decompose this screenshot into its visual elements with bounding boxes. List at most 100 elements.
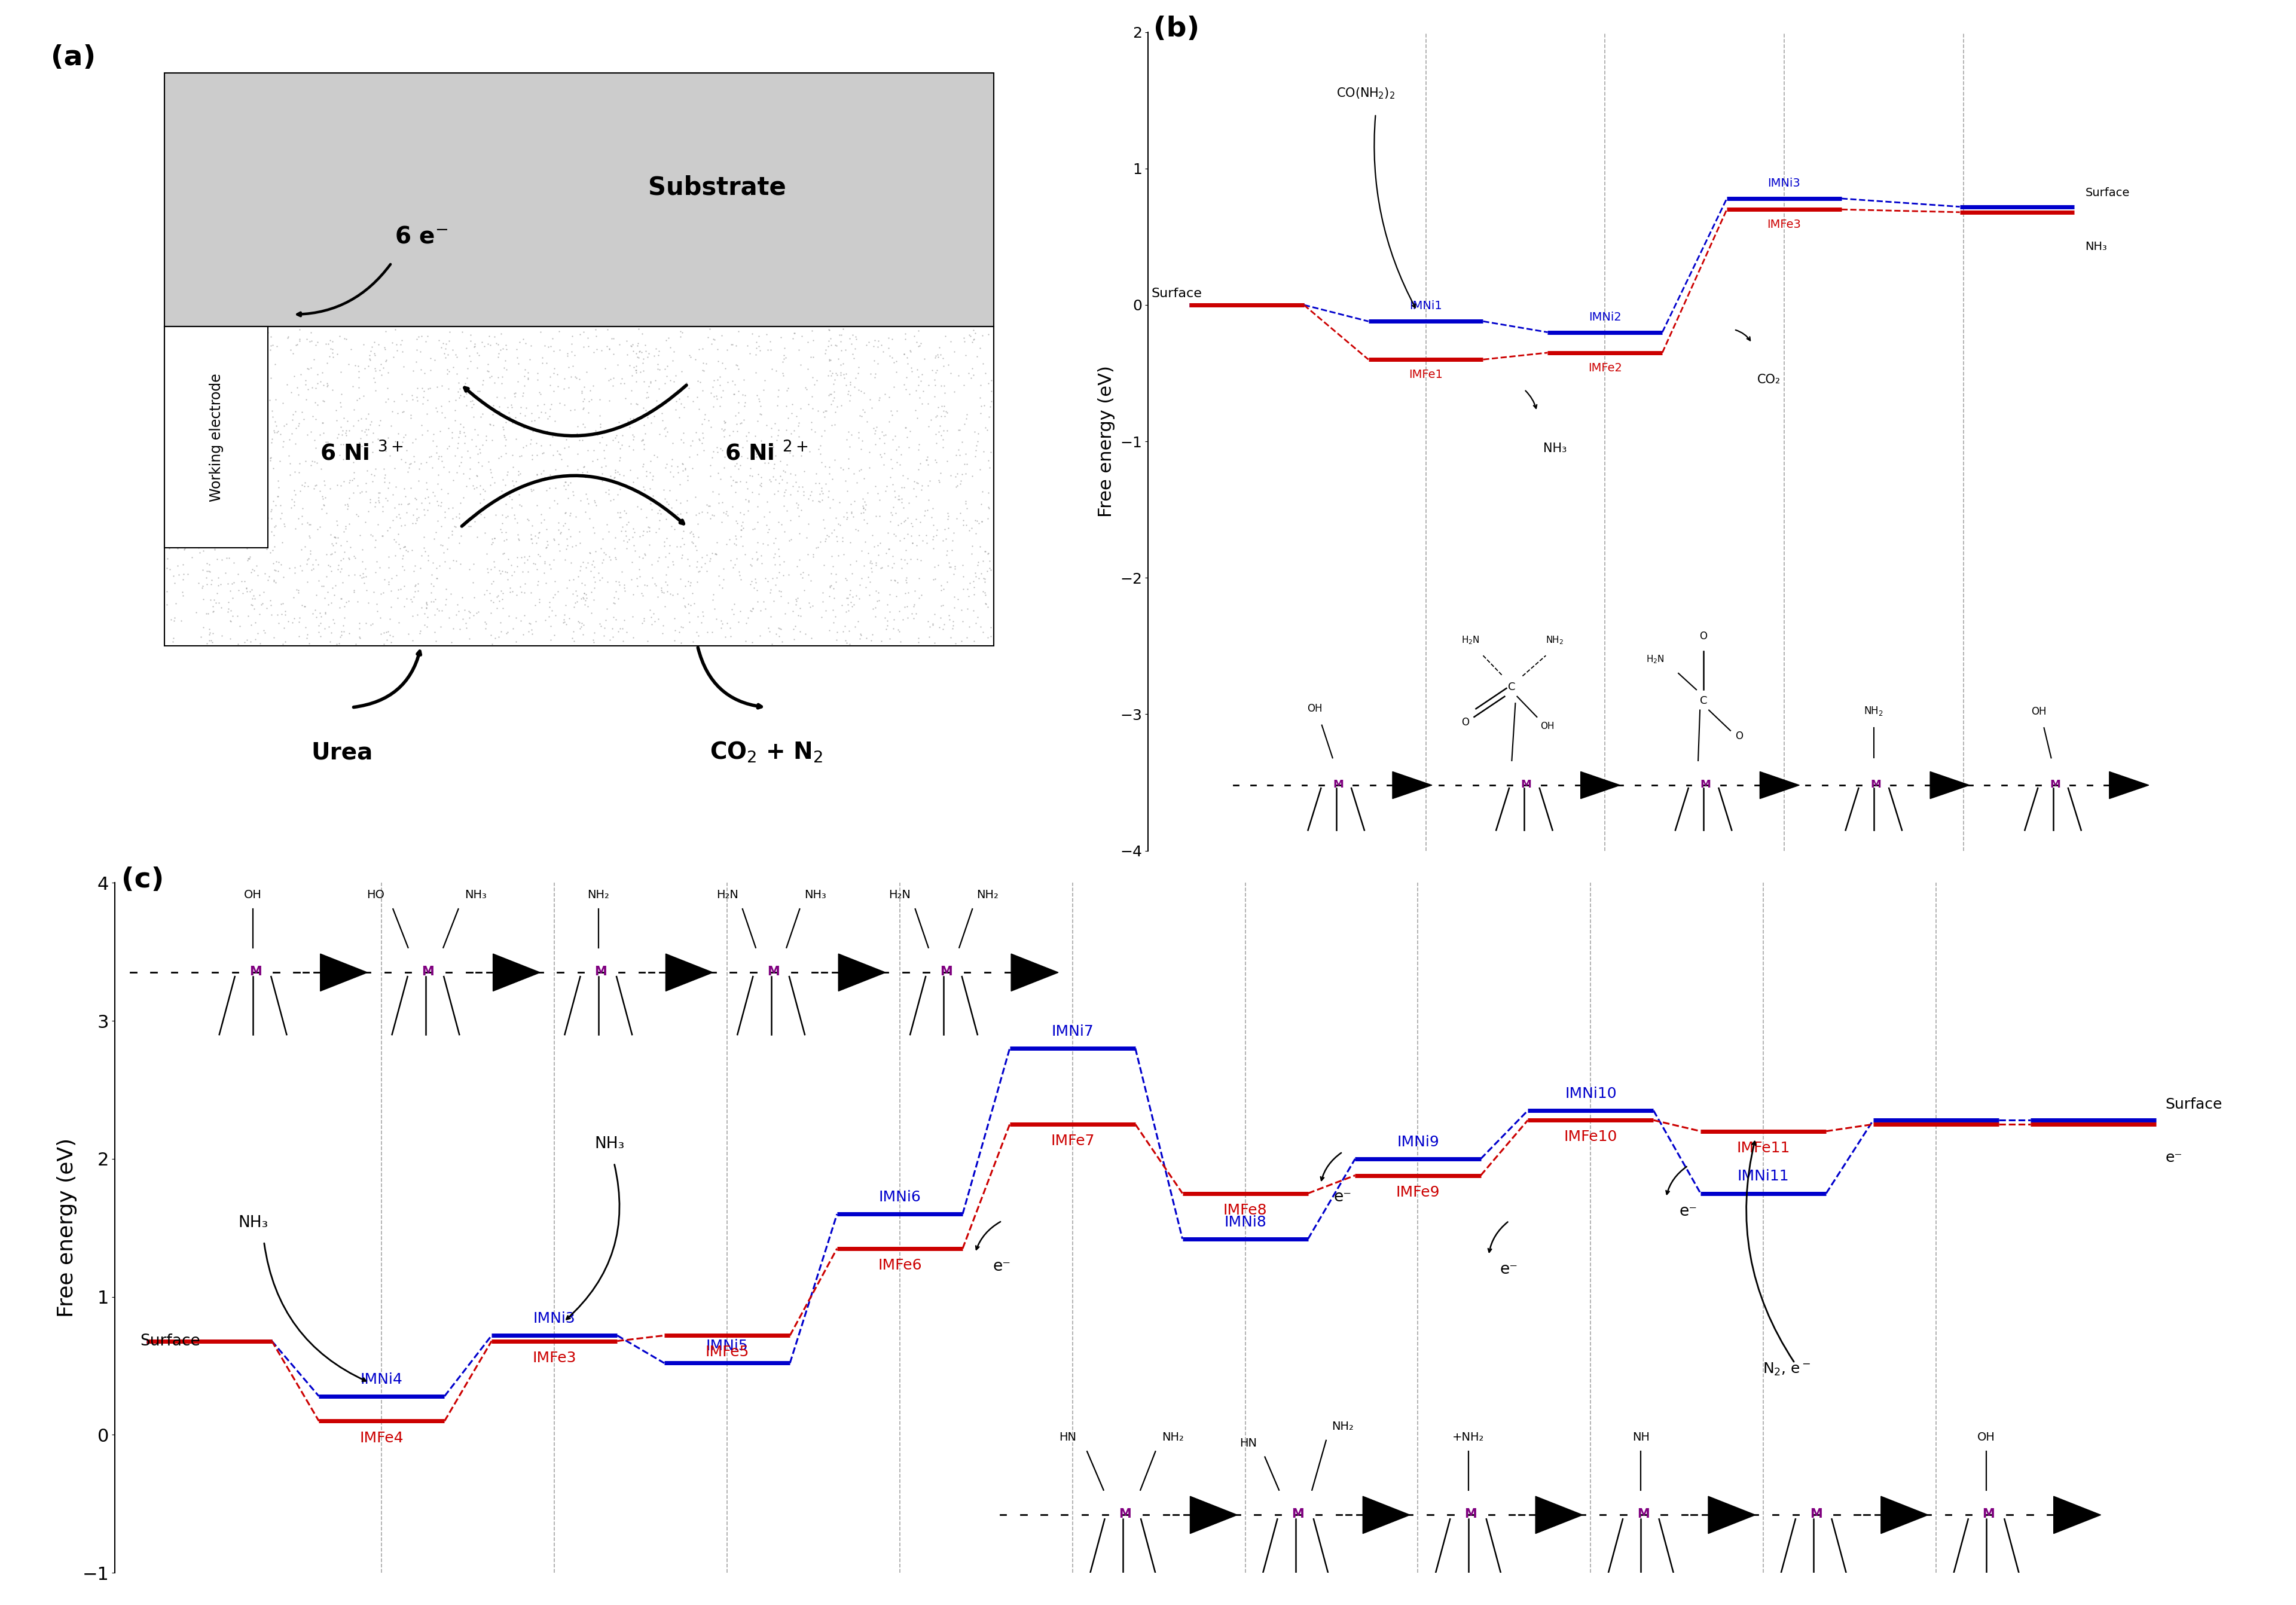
Text: OH: OH: [243, 889, 262, 900]
Text: OH: OH: [1541, 722, 1554, 730]
Text: Working electrode: Working electrode: [209, 372, 225, 501]
Text: OH: OH: [1977, 1432, 1995, 1443]
Polygon shape: [1580, 772, 1621, 799]
Y-axis label: Free energy (eV): Free energy (eV): [1097, 366, 1116, 517]
Text: IMNi7: IMNi7: [1052, 1024, 1093, 1038]
Text: M: M: [1699, 778, 1711, 790]
Text: N$_2$, e$^-$: N$_2$, e$^-$: [1763, 1361, 1812, 1377]
Text: e⁻: e⁻: [1334, 1189, 1352, 1205]
Text: M: M: [1981, 1509, 1995, 1520]
Polygon shape: [1364, 1496, 1410, 1533]
Polygon shape: [1536, 1496, 1582, 1533]
Text: NH₂: NH₂: [1332, 1420, 1355, 1432]
Text: NH₂: NH₂: [588, 889, 608, 900]
Text: Substrate: Substrate: [647, 175, 785, 201]
Text: IMFe2: IMFe2: [1589, 363, 1621, 374]
Text: O: O: [1736, 730, 1743, 742]
Polygon shape: [1761, 772, 1800, 799]
Text: IMFe11: IMFe11: [1736, 1141, 1791, 1156]
Polygon shape: [1708, 1496, 1756, 1533]
Text: CO(NH$_2$)$_2$: CO(NH$_2$)$_2$: [1336, 87, 1394, 101]
Polygon shape: [666, 953, 712, 992]
Text: NH₂: NH₂: [1162, 1432, 1185, 1443]
Text: NH₃: NH₃: [464, 889, 487, 900]
Y-axis label: Free energy (eV): Free energy (eV): [57, 1138, 78, 1318]
Polygon shape: [1010, 953, 1058, 992]
Text: H$_2$N: H$_2$N: [1646, 653, 1665, 664]
Bar: [165, 327, 269, 547]
Text: IMNi9: IMNi9: [1396, 1135, 1440, 1149]
Text: HN: HN: [1240, 1438, 1256, 1449]
Polygon shape: [2110, 772, 2149, 799]
Text: IMFe1: IMFe1: [1410, 369, 1442, 380]
Text: Urea: Urea: [312, 742, 372, 764]
Text: H$_2$N: H$_2$N: [1460, 636, 1479, 645]
Text: M: M: [1520, 778, 1531, 790]
Polygon shape: [1931, 772, 1970, 799]
Polygon shape: [494, 953, 540, 992]
Text: IMNi5: IMNi5: [705, 1339, 748, 1353]
Text: M: M: [1465, 1509, 1476, 1520]
Text: H₂N: H₂N: [889, 889, 912, 900]
Text: NH₂: NH₂: [976, 889, 999, 900]
Text: IMFe3: IMFe3: [533, 1351, 576, 1364]
Text: M: M: [939, 966, 953, 977]
Text: IMFe8: IMFe8: [1224, 1204, 1267, 1217]
Text: H₂N: H₂N: [716, 889, 737, 900]
Text: +NH₂: +NH₂: [1453, 1432, 1483, 1443]
Polygon shape: [321, 953, 367, 992]
Text: IMFe6: IMFe6: [877, 1258, 921, 1273]
Text: NH$_2$: NH$_2$: [1545, 636, 1564, 645]
Text: (b): (b): [1153, 16, 1199, 43]
Text: NH₃: NH₃: [2085, 241, 2108, 252]
Text: IMNi6: IMNi6: [879, 1189, 921, 1204]
Text: NH: NH: [1632, 1432, 1649, 1443]
Text: IMFe7: IMFe7: [1052, 1135, 1095, 1148]
Text: IMNi11: IMNi11: [1738, 1170, 1789, 1183]
Text: M: M: [595, 966, 606, 977]
Text: NH₃: NH₃: [595, 1136, 625, 1152]
Text: (a): (a): [51, 45, 96, 71]
Text: e⁻: e⁻: [1499, 1262, 1518, 1278]
Text: IMFe5: IMFe5: [705, 1345, 748, 1359]
Bar: [165, 72, 994, 327]
Text: M: M: [250, 966, 262, 977]
Text: IMFe9: IMFe9: [1396, 1184, 1440, 1199]
Text: NH₃: NH₃: [804, 889, 827, 900]
Text: O: O: [1699, 631, 1708, 642]
Text: M: M: [767, 966, 781, 977]
Text: 6 Ni $^{3+}$: 6 Ni $^{3+}$: [319, 441, 404, 465]
Text: NH₃: NH₃: [239, 1215, 269, 1231]
Text: e⁻: e⁻: [2165, 1151, 2181, 1165]
Text: IMNi3: IMNi3: [533, 1311, 576, 1326]
Text: M: M: [1871, 778, 1880, 790]
Text: OH: OH: [2032, 706, 2046, 717]
Polygon shape: [1189, 1496, 1238, 1533]
Text: M: M: [1293, 1509, 1304, 1520]
Text: 6 Ni $^{2+}$: 6 Ni $^{2+}$: [726, 441, 808, 465]
Text: NH₃: NH₃: [1543, 443, 1566, 454]
Text: IMNi8: IMNi8: [1224, 1215, 1267, 1229]
Text: OH: OH: [1306, 703, 1322, 714]
Polygon shape: [1880, 1496, 1929, 1533]
Text: e⁻: e⁻: [1678, 1204, 1697, 1220]
Text: IMFe10: IMFe10: [1564, 1130, 1616, 1144]
Text: Surface: Surface: [1153, 287, 1203, 300]
Text: IMNi1: IMNi1: [1410, 300, 1442, 311]
Text: 6 e$^{-}$: 6 e$^{-}$: [395, 225, 448, 249]
Text: Surface: Surface: [140, 1334, 200, 1348]
Text: IMNi4: IMNi4: [360, 1372, 402, 1387]
Text: CO₂: CO₂: [1756, 374, 1782, 385]
Text: M: M: [422, 966, 434, 977]
Text: IMFe4: IMFe4: [360, 1430, 404, 1444]
Text: NH$_2$: NH$_2$: [1864, 705, 1883, 717]
Polygon shape: [2053, 1496, 2101, 1533]
Text: M: M: [1332, 778, 1343, 790]
Text: CO$_2$ + N$_2$: CO$_2$ + N$_2$: [709, 740, 824, 764]
Text: e⁻: e⁻: [992, 1258, 1010, 1274]
Bar: [165, 327, 994, 645]
Text: IMFe3: IMFe3: [1768, 218, 1800, 231]
Text: M: M: [1637, 1509, 1649, 1520]
Text: M: M: [1118, 1509, 1132, 1520]
Text: IMNi3: IMNi3: [1768, 178, 1800, 189]
